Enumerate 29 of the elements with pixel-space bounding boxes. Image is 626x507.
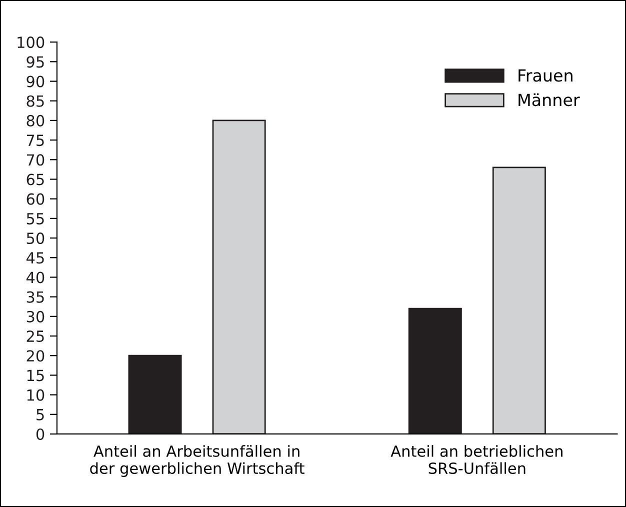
y-tick-label: 30: [26, 310, 44, 322]
y-tick-label: 45: [26, 252, 44, 264]
bar: [128, 354, 182, 434]
y-tick-label: 15: [27, 370, 44, 382]
y-tick-label: 85: [26, 95, 44, 107]
y-tick-label: 65: [26, 174, 44, 186]
y-tick-label: 10: [27, 389, 44, 401]
x-tick-label: Anteil an Arbeitsunfällen in der gewerblichen Wirtschaft: [90, 445, 304, 477]
y-tick-label: 70: [26, 154, 44, 166]
bar: [212, 120, 266, 434]
legend-label: Männer: [518, 93, 580, 106]
bar: [492, 166, 546, 434]
y-tick-label: 80: [26, 114, 44, 126]
y-tick-label: 60: [26, 193, 44, 205]
y-tick-label: 55: [26, 213, 44, 224]
y-tick-label: 25: [26, 330, 44, 342]
y-tick-label: 20: [26, 350, 44, 362]
y-tick-label: 35: [26, 291, 44, 303]
y-tick-label: 100: [18, 36, 44, 48]
y-tick-label: 5: [36, 409, 44, 420]
y-tick-label: 75: [26, 134, 44, 146]
bar: [408, 308, 462, 434]
y-tick-label: 50: [26, 232, 44, 244]
legend-label: Frauen: [518, 69, 572, 82]
y-tick-label: 40: [26, 272, 44, 284]
x-tick-label: Anteil an betrieblichen SRS-Unfällen: [390, 445, 562, 474]
y-tick-label: 95: [26, 56, 44, 68]
y-tick-label: 90: [26, 76, 44, 88]
y-tick-label: 0: [36, 428, 44, 440]
